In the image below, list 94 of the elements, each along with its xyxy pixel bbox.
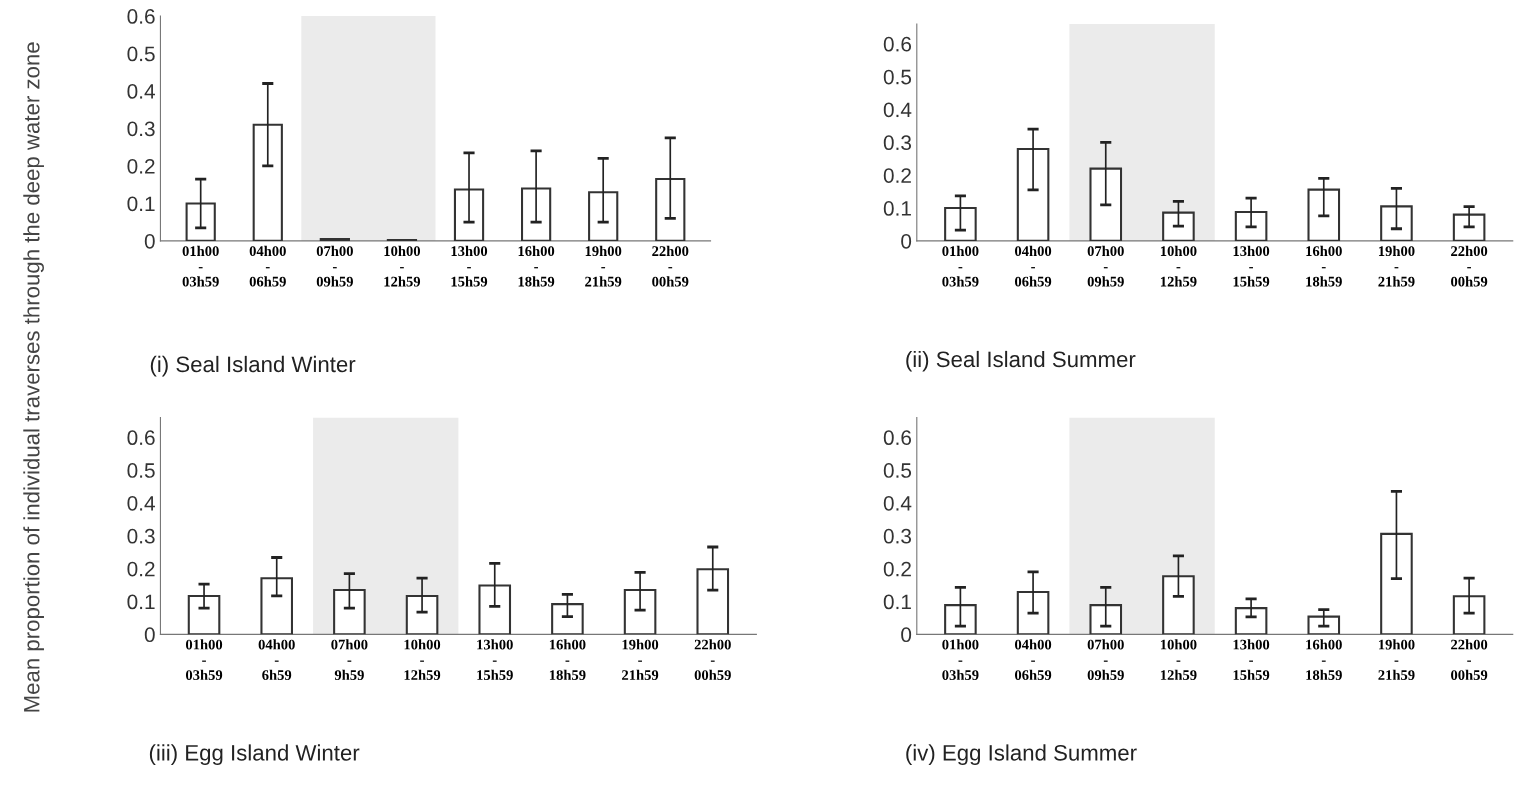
x-tick-label: 13h00 - 15h59 — [477, 639, 513, 680]
bar — [551, 603, 584, 635]
bar — [696, 568, 730, 635]
text: (iii) Egg Island Winter — [149, 744, 360, 766]
bar — [1452, 595, 1486, 635]
x-tick-label: 07h00 - 09h59 — [1087, 245, 1124, 287]
x-tick-label: 19h00 - 21h59 — [622, 639, 659, 680]
x-tick-label: 07h00 - 09h59 — [316, 245, 353, 287]
y-tick-label: 0 — [144, 233, 155, 249]
x-tick-label: 19h00 - 21h59 — [1378, 245, 1415, 287]
x-tick-label: 16h00 - 18h59 — [1306, 639, 1342, 680]
bar — [1016, 147, 1050, 241]
y-tick-label: 0.3 — [127, 528, 155, 544]
bar — [1089, 604, 1123, 635]
y-tick-label: 0.3 — [127, 121, 155, 137]
x-tick-label: 10h00 - 12h59 — [404, 639, 441, 680]
y-tick-label: 0.1 — [883, 594, 911, 610]
y-tick-label: 0.6 — [883, 430, 912, 446]
bar — [260, 577, 294, 635]
y-tick-label: 0.2 — [883, 561, 911, 577]
y-tick-label: 0 — [901, 627, 912, 643]
y-tick-label: 0.5 — [883, 69, 912, 85]
y-tick-label: 0.2 — [127, 158, 155, 174]
y-tick-label: 0.4 — [883, 495, 912, 511]
bar — [1162, 575, 1195, 635]
y-tick-label: 0.5 — [883, 463, 912, 478]
x-tick-label: 22h00 - 00h59 — [1451, 639, 1488, 680]
x-tick-label: 10h00 - 12h59 — [384, 245, 421, 287]
y-tick-label: 0.5 — [127, 463, 155, 478]
y-tick-label: 0.4 — [127, 84, 155, 99]
text: (i) Seal Island Winter — [150, 355, 356, 377]
bar — [655, 178, 686, 241]
x-tick-label: 19h00 - 21h59 — [1378, 639, 1415, 680]
bar — [333, 588, 366, 635]
bar — [478, 584, 512, 635]
text: (ii) Seal Island Summer — [906, 350, 1136, 372]
text: (iv) Egg Island Summer — [906, 744, 1137, 766]
y-axis-title: Mean proportion of individual traverses through the deep water zone — [23, 42, 44, 712]
y-tick-label: 0.6 — [127, 430, 155, 446]
x-tick-label: 04h00 - 06h59 — [1014, 245, 1052, 287]
x-tick-label: 22h00 - 00h59 — [694, 639, 731, 680]
y-tick-label: 0.5 — [127, 46, 155, 62]
x-tick-label: 04h00 - 6h59 — [258, 639, 295, 680]
bar — [1307, 188, 1341, 241]
y-tick-label: 0.2 — [127, 561, 155, 577]
x-tick-label: 01h00 - 03h59 — [942, 639, 979, 680]
bar — [1452, 213, 1486, 241]
bar — [1089, 167, 1123, 241]
y-tick-label: 0 — [144, 627, 155, 643]
bar — [1380, 205, 1413, 241]
bar — [1234, 210, 1268, 241]
x-tick-label: 01h00 - 03h59 — [185, 639, 223, 680]
x-tick-label: 01h00 - 03h59 — [182, 245, 219, 287]
x-tick-label: 07h00 - 09h59 — [1087, 639, 1124, 680]
x-tick-label: 01h00 - 03h59 — [942, 245, 979, 287]
x-tick-label: 16h00 - 18h59 — [549, 639, 586, 680]
bar — [252, 123, 283, 241]
x-tick-label: 22h00 - 00h59 — [1451, 245, 1488, 287]
y-tick-label: 0.1 — [883, 201, 911, 216]
y-tick-label: 0.6 — [127, 9, 155, 24]
x-tick-label: 13h00 - 15h59 — [451, 245, 488, 287]
bar — [187, 594, 221, 635]
bar — [185, 202, 216, 241]
bar — [453, 188, 485, 241]
bar — [588, 191, 619, 241]
y-tick-label: 0.6 — [883, 36, 912, 52]
x-tick-label: 16h00 - 18h59 — [1306, 245, 1342, 287]
y-tick-label: 0.4 — [883, 102, 912, 118]
bar — [944, 604, 977, 635]
bar — [623, 588, 657, 635]
x-tick-label: 13h00 - 15h59 — [1233, 639, 1270, 680]
y-tick-label: 0.1 — [127, 196, 155, 212]
bar — [1016, 590, 1050, 635]
y-tick-label: 0.1 — [127, 594, 155, 610]
x-tick-label: 19h00 - 21h59 — [585, 245, 622, 287]
y-tick-label: 0.4 — [127, 495, 155, 511]
bar — [405, 594, 439, 635]
y-tick-label: 0 — [901, 233, 912, 249]
x-tick-label: 04h00 - 06h59 — [249, 245, 286, 287]
bar — [520, 187, 552, 241]
x-tick-label: 10h00 - 12h59 — [1160, 245, 1197, 287]
x-tick-label: 10h00 - 12h59 — [1160, 639, 1197, 680]
bar — [944, 207, 977, 241]
y-tick-label: 0.3 — [883, 135, 912, 151]
y-tick-label: 0.3 — [883, 528, 912, 544]
x-tick-label: 07h00 - 9h59 — [331, 639, 368, 680]
x-tick-label: 04h00 - 06h59 — [1014, 639, 1052, 680]
bar — [1234, 607, 1268, 635]
y-tick-label: 0.2 — [883, 168, 911, 183]
x-tick-label: 22h00 - 00h59 — [652, 245, 689, 287]
bar — [1380, 532, 1413, 635]
x-tick-label: 13h00 - 15h59 — [1233, 245, 1270, 287]
bar — [1162, 211, 1195, 241]
x-tick-label: 16h00 - 18h59 — [518, 245, 555, 287]
